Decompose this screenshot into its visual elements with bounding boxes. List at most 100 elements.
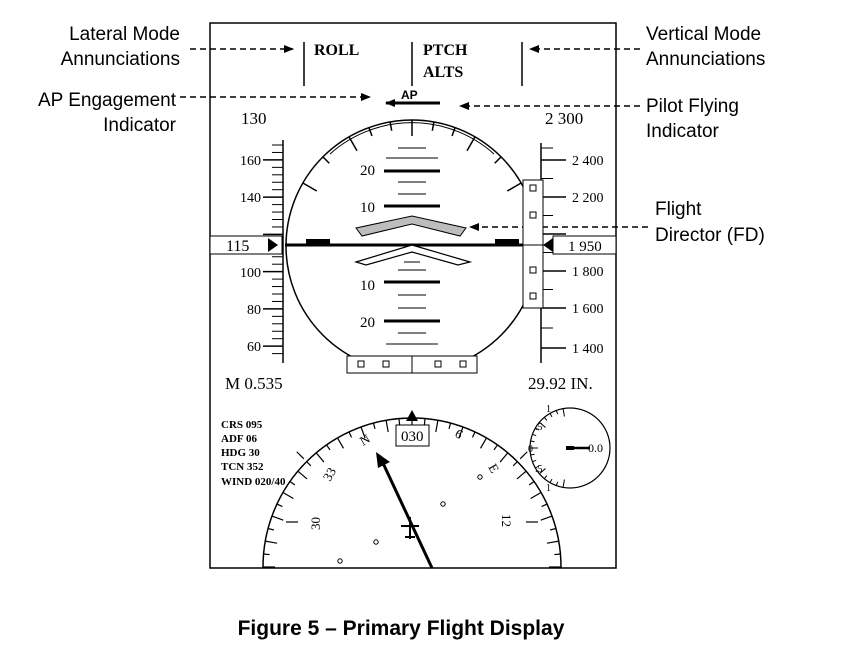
current-speed-box	[209, 235, 283, 255]
vsi-ticks	[530, 408, 565, 488]
nav-info-adf: ADF 06	[221, 433, 257, 445]
vsi-label-top-05: .5	[535, 422, 543, 433]
altitude-tape: 2 400 2 200 1 800 1 600 1 400	[540, 143, 604, 363]
aircraft-symbol	[353, 244, 473, 266]
current-altitude: 1 950	[568, 239, 602, 255]
callout-flight-director-line1: Flight	[655, 199, 702, 220]
callout-lateral-mode-line1: Lateral Mode	[69, 24, 180, 45]
lubber-line-marker	[406, 410, 418, 421]
ownship-aircraft-icon	[401, 517, 419, 539]
vsi-label-bottom-1: 1	[546, 483, 551, 494]
compass-tick	[289, 481, 296, 486]
lateral-mode-annunciation: ROLL	[314, 42, 359, 59]
vsi-tick	[549, 478, 553, 483]
nav-station-marker	[477, 474, 483, 480]
vertical-deviation-dot	[529, 211, 537, 219]
speed-pointer	[268, 238, 278, 252]
sideslip-dot	[434, 360, 442, 368]
vertical-deviation-dot	[529, 266, 537, 274]
vsi-tick	[543, 417, 548, 421]
compass-tick	[265, 591, 277, 593]
compass-tick	[385, 420, 389, 433]
pitch-label-up-10: 10	[360, 200, 375, 216]
compass-tick	[372, 422, 376, 430]
current-speed: 115	[226, 238, 249, 255]
speed-tick-label: 60	[247, 340, 261, 355]
compass-tick	[479, 437, 488, 449]
vsi-tick	[532, 459, 537, 463]
heading-readout: 030	[401, 429, 424, 445]
vsi-tick	[549, 413, 553, 418]
vsi-tick	[535, 465, 540, 469]
speed-tick-label: 160	[240, 154, 261, 169]
compass-rose	[262, 417, 562, 606]
nav-station-marker	[440, 501, 446, 507]
compass-tick	[398, 418, 401, 425]
compass-label-30: 30	[308, 517, 323, 530]
roll-tick	[302, 182, 318, 192]
selected-altitude: 2 300	[545, 109, 583, 128]
pitch-label-down-20: 20	[360, 315, 375, 331]
compass-tick	[554, 553, 561, 556]
nav-station-marker	[373, 539, 379, 545]
compass-tick	[549, 527, 557, 531]
course-pointer	[380, 460, 434, 569]
vertical-mode-annunciation-1: PTCH	[423, 42, 468, 59]
compass-tick	[516, 470, 527, 480]
vsi-label-zero: 0	[528, 444, 533, 455]
selected-speed: 130	[241, 109, 267, 128]
altitude-tick-label: 1 400	[572, 342, 604, 357]
compass-tick	[263, 553, 270, 556]
display-frame	[209, 22, 617, 569]
baro-setting: 29.92 IN.	[528, 374, 593, 393]
sideslip-dot	[357, 360, 365, 368]
compass-label-e: E	[485, 461, 502, 475]
compass-tick	[348, 431, 353, 438]
vsi-tick	[530, 440, 535, 443]
speed-tick-label: 100	[240, 266, 261, 281]
compass-tick	[276, 503, 283, 508]
sideslip-dot	[459, 360, 467, 368]
roll-tick	[389, 121, 393, 131]
compass-tick	[360, 426, 366, 439]
compass-outer-mark	[296, 451, 305, 460]
vsi-tick	[539, 421, 546, 428]
speed-tick-label: 80	[247, 303, 261, 318]
vsi-tick	[562, 408, 565, 417]
compass-tick	[423, 418, 426, 425]
altitude-pointer	[543, 238, 553, 252]
callout-vertical-mode-line2: Annunciations	[646, 49, 765, 70]
vsi-tick	[532, 433, 537, 437]
compass-tick	[336, 437, 345, 449]
vsi-tick	[555, 410, 559, 415]
compass-tick	[268, 604, 274, 606]
compass-tick	[271, 515, 284, 521]
aircraft-wing-left	[306, 239, 330, 245]
compass-label-n: N	[357, 431, 373, 449]
pitch-label-down-10: 10	[360, 278, 375, 294]
roll-tick	[322, 156, 330, 164]
compass-tick	[493, 444, 498, 451]
vsi-tick	[535, 427, 540, 431]
roll-tick	[368, 127, 373, 137]
nav-info-tcn: TCN 352	[221, 461, 264, 473]
roll-scale	[302, 120, 522, 192]
roll-tick	[431, 121, 435, 131]
roll-tick	[494, 156, 502, 164]
course-pointer-head	[376, 452, 390, 468]
aircraft-wing-right	[495, 239, 519, 245]
compass-tick	[297, 470, 308, 480]
altitude-tick-label: 2 400	[572, 154, 604, 169]
mach-number: M 0.535	[225, 374, 283, 393]
compass-tick	[282, 491, 294, 500]
roll-tick	[451, 127, 456, 137]
figure-caption: Figure 5 – Primary Flight Display	[238, 617, 565, 640]
compass-outer-mark	[519, 451, 528, 460]
compass-tick	[264, 579, 270, 580]
compass-tick	[546, 540, 559, 544]
pitch-label-up-20: 20	[360, 163, 375, 179]
roll-tick	[506, 182, 522, 192]
altitude-tick-label: 2 200	[572, 191, 604, 206]
compass-tick	[512, 461, 518, 467]
callout-ap-engagement-line1: AP Engagement	[38, 90, 177, 111]
